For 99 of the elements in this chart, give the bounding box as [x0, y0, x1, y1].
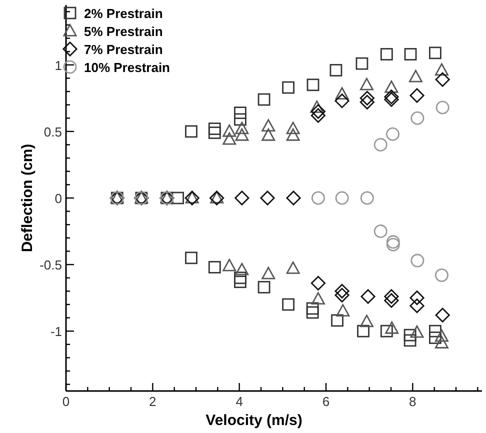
point — [208, 261, 221, 274]
legend-label: 5% Prestrain — [84, 24, 163, 39]
point — [357, 324, 370, 338]
point — [222, 258, 236, 272]
point — [262, 266, 276, 280]
point — [306, 78, 320, 92]
point — [306, 306, 319, 319]
point — [172, 192, 184, 204]
y-tick-label: -0.5 — [40, 258, 62, 273]
point — [234, 276, 246, 288]
y-tick-label: 1 — [54, 58, 62, 73]
point — [330, 64, 342, 76]
point — [334, 94, 350, 108]
point — [429, 46, 442, 60]
point — [360, 94, 374, 110]
point — [208, 126, 221, 139]
point — [208, 122, 221, 135]
point — [234, 190, 250, 206]
point — [435, 308, 450, 322]
point — [282, 298, 294, 311]
point — [234, 272, 246, 284]
legend-label: 2% Prestrain — [84, 6, 163, 21]
point — [235, 262, 249, 276]
point — [306, 302, 319, 315]
y-tick-label: 0 — [54, 191, 62, 206]
point — [386, 127, 400, 141]
point — [360, 314, 374, 328]
point — [410, 298, 424, 314]
point — [386, 238, 400, 252]
point — [360, 289, 376, 304]
point — [234, 113, 246, 126]
point — [334, 284, 350, 298]
point — [336, 304, 350, 317]
point — [222, 124, 236, 137]
point — [234, 106, 246, 120]
point — [310, 100, 324, 113]
y-tick-label: 0.5 — [44, 124, 62, 140]
point — [404, 48, 417, 60]
point — [404, 334, 416, 347]
point — [335, 87, 349, 100]
point — [258, 93, 270, 106]
point — [380, 48, 393, 60]
point — [262, 128, 276, 141]
point — [386, 235, 400, 249]
point — [360, 78, 374, 90]
point — [185, 252, 198, 264]
point — [286, 122, 300, 134]
point — [286, 190, 301, 206]
x-tick-label: 8 — [409, 394, 416, 409]
point — [410, 88, 424, 103]
point — [380, 324, 393, 338]
point — [310, 276, 326, 290]
point — [311, 191, 325, 205]
point — [384, 293, 399, 308]
point — [436, 100, 450, 114]
point — [286, 128, 300, 141]
point — [404, 328, 416, 342]
point — [410, 290, 424, 306]
point — [360, 191, 374, 205]
point — [410, 254, 424, 268]
point — [410, 325, 424, 338]
point — [384, 80, 398, 93]
point — [235, 122, 249, 134]
point — [385, 321, 399, 334]
point — [310, 104, 326, 119]
point — [185, 125, 198, 138]
y-tick-label: -1 — [50, 324, 62, 340]
point — [331, 314, 344, 327]
x-axis-title: Velocity (m/s) — [206, 412, 302, 429]
point — [356, 57, 368, 70]
point — [374, 138, 388, 152]
point — [434, 63, 448, 76]
legend-label: 10% Prestrain — [84, 60, 170, 75]
point — [334, 288, 350, 302]
point — [429, 324, 442, 338]
point — [434, 268, 448, 282]
point — [374, 224, 388, 238]
point — [260, 190, 275, 206]
point — [335, 191, 349, 205]
point — [360, 90, 374, 106]
point — [282, 81, 294, 94]
point — [311, 292, 325, 305]
point — [435, 72, 450, 87]
point — [410, 111, 424, 125]
x-tick-label: 2 — [149, 394, 156, 409]
point — [286, 262, 300, 274]
point — [408, 70, 422, 82]
point — [235, 128, 249, 141]
point — [434, 329, 448, 342]
point — [384, 289, 399, 304]
x-tick-label: 6 — [322, 394, 330, 409]
point — [434, 336, 448, 348]
x-tick-label: 4 — [236, 394, 243, 409]
legend-label: 7% Prestrain — [84, 42, 163, 57]
point — [310, 108, 326, 123]
point — [222, 132, 236, 145]
point — [262, 119, 276, 132]
y-axis-title: Deflection (cm) — [19, 144, 36, 252]
point — [258, 280, 270, 294]
